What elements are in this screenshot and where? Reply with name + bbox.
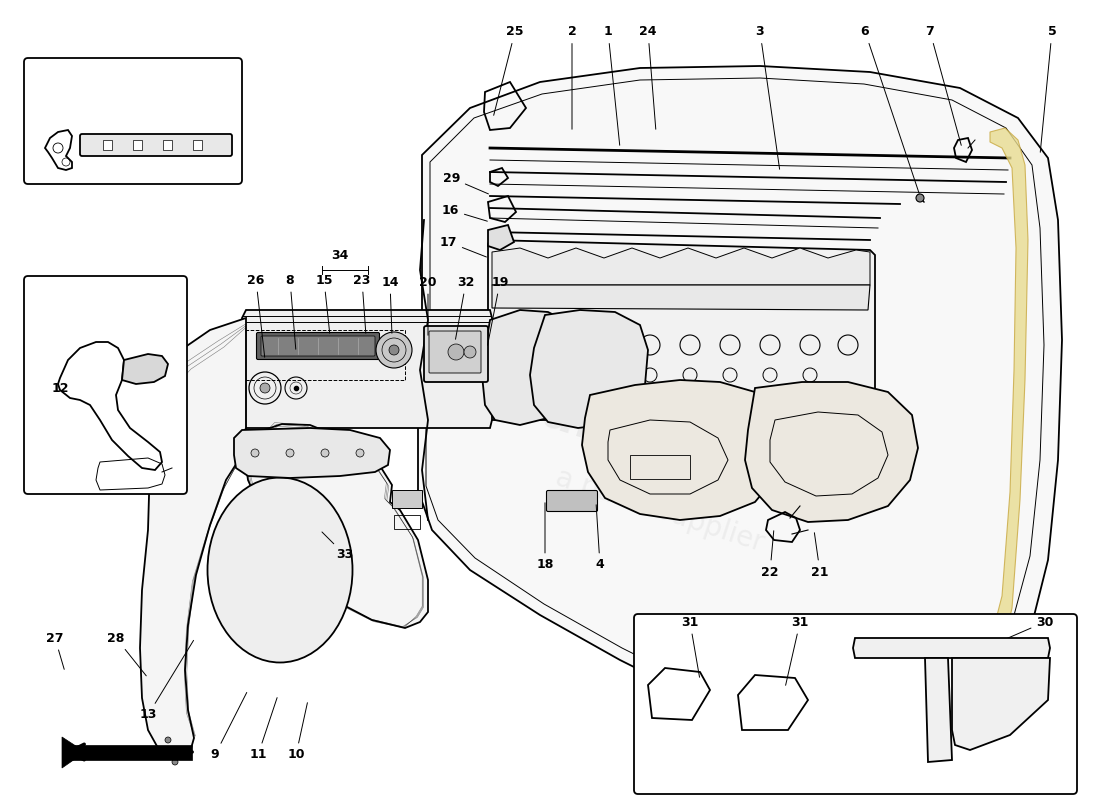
Circle shape: [376, 332, 412, 368]
Circle shape: [321, 449, 329, 457]
Circle shape: [260, 383, 270, 393]
Text: 33: 33: [322, 532, 353, 562]
Polygon shape: [418, 66, 1062, 748]
Text: 15: 15: [316, 274, 332, 334]
Bar: [245, 330, 405, 380]
FancyBboxPatch shape: [634, 614, 1077, 794]
Polygon shape: [234, 428, 390, 478]
Text: 11: 11: [250, 698, 277, 762]
Polygon shape: [68, 745, 192, 760]
Text: 24: 24: [639, 25, 657, 130]
Polygon shape: [582, 380, 782, 520]
Bar: [163, 140, 172, 150]
Polygon shape: [745, 382, 918, 522]
Text: 2: 2: [568, 25, 576, 130]
Circle shape: [172, 759, 178, 765]
Polygon shape: [62, 737, 85, 768]
Polygon shape: [925, 658, 952, 762]
Text: 26: 26: [248, 274, 265, 358]
Bar: [133, 140, 142, 150]
Text: 9: 9: [211, 693, 246, 762]
Text: 31: 31: [681, 615, 700, 678]
Text: 3: 3: [756, 25, 780, 170]
Circle shape: [251, 449, 258, 457]
Bar: [103, 140, 112, 150]
FancyBboxPatch shape: [256, 333, 380, 359]
Text: 34: 34: [331, 249, 349, 262]
FancyBboxPatch shape: [261, 336, 375, 356]
FancyBboxPatch shape: [24, 58, 242, 184]
Text: 29: 29: [442, 171, 488, 194]
Text: 5: 5: [1041, 25, 1056, 152]
Text: 7: 7: [925, 25, 961, 146]
Text: 1: 1: [604, 25, 619, 146]
Text: 32: 32: [455, 275, 475, 339]
Circle shape: [165, 737, 170, 743]
Text: Eurospares: Eurospares: [502, 378, 818, 522]
Polygon shape: [122, 354, 168, 384]
Text: 4: 4: [595, 505, 604, 571]
FancyBboxPatch shape: [24, 276, 187, 494]
Polygon shape: [488, 240, 874, 420]
Polygon shape: [920, 128, 1028, 732]
Text: a parts supplier: a parts supplier: [552, 463, 768, 557]
Text: 19: 19: [487, 275, 508, 346]
FancyBboxPatch shape: [429, 331, 481, 373]
Text: 20: 20: [419, 275, 437, 335]
Bar: [630, 455, 690, 479]
FancyArrowPatch shape: [68, 744, 192, 760]
Text: 21: 21: [812, 533, 828, 578]
Text: 10: 10: [287, 702, 307, 762]
Bar: [192, 140, 202, 150]
Polygon shape: [492, 285, 870, 310]
Text: 16: 16: [441, 203, 487, 221]
Polygon shape: [140, 318, 428, 755]
Text: 12: 12: [52, 382, 68, 394]
Text: 25: 25: [494, 25, 524, 115]
Text: 31: 31: [785, 615, 808, 686]
Bar: [394, 515, 420, 529]
Polygon shape: [530, 310, 648, 428]
Circle shape: [286, 449, 294, 457]
Polygon shape: [488, 225, 514, 250]
Text: 23: 23: [353, 274, 371, 334]
Polygon shape: [492, 248, 870, 285]
Circle shape: [448, 344, 464, 360]
Circle shape: [356, 449, 364, 457]
Polygon shape: [852, 638, 1050, 658]
Bar: [392, 490, 422, 508]
Text: 28: 28: [108, 631, 146, 676]
Circle shape: [464, 346, 476, 358]
Text: 17: 17: [440, 235, 486, 257]
Polygon shape: [952, 658, 1050, 750]
FancyBboxPatch shape: [424, 326, 488, 382]
Ellipse shape: [208, 478, 352, 662]
Text: 8: 8: [286, 274, 296, 350]
Text: 30: 30: [988, 615, 1054, 647]
Polygon shape: [242, 310, 492, 428]
Text: 18: 18: [537, 502, 553, 571]
Text: 13: 13: [140, 640, 194, 722]
Circle shape: [389, 345, 399, 355]
Text: 22: 22: [761, 530, 779, 578]
Text: 6: 6: [860, 25, 920, 194]
Text: 14: 14: [382, 275, 398, 334]
Text: 27: 27: [46, 631, 64, 670]
FancyBboxPatch shape: [80, 134, 232, 156]
Circle shape: [916, 194, 924, 202]
Polygon shape: [482, 310, 580, 425]
FancyBboxPatch shape: [547, 490, 597, 511]
